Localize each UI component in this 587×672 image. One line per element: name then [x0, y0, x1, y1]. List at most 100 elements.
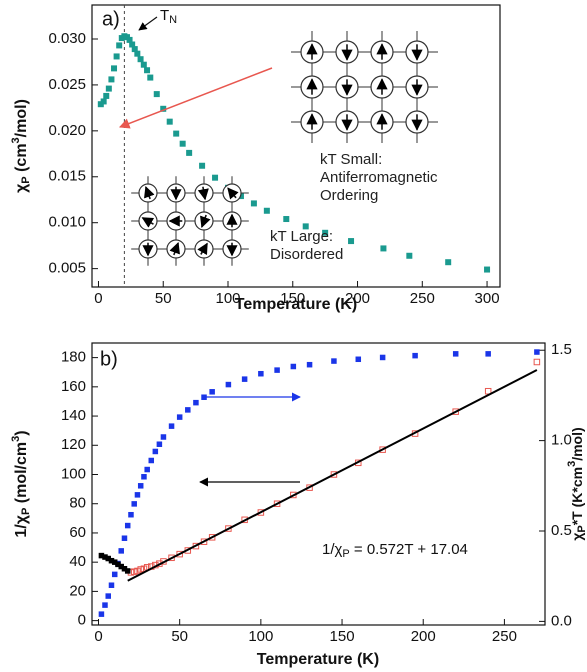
- x-tick-label: 0: [94, 290, 102, 307]
- point: [105, 555, 111, 562]
- label-sup: 3: [10, 137, 22, 143]
- point: [176, 550, 183, 558]
- point: [484, 266, 491, 273]
- y-tick-label: 0.005: [48, 260, 86, 277]
- point: [241, 376, 248, 382]
- point: [379, 446, 386, 453]
- tn-sub: N: [169, 14, 177, 26]
- y2-axis-label: χP*T (K*cm3/mol): [566, 427, 587, 540]
- label-part: (cm: [13, 143, 30, 176]
- spin-diagrams: [131, 31, 438, 266]
- point: [302, 223, 309, 230]
- point: [140, 61, 147, 68]
- point: [250, 200, 257, 207]
- label-part: *T (K*cm: [569, 467, 585, 525]
- spin: [227, 187, 239, 200]
- point: [116, 42, 123, 49]
- plot-frame: [91, 342, 546, 626]
- point: [208, 534, 216, 541]
- spin: [144, 186, 155, 200]
- x-tick-label: 50: [171, 628, 188, 645]
- point: [274, 367, 280, 373]
- spin: [197, 242, 208, 256]
- label-sub: P: [20, 176, 32, 183]
- note: Ordering: [320, 187, 378, 204]
- y-tick-label: 20: [69, 582, 86, 599]
- point: [98, 611, 105, 617]
- point: [186, 149, 193, 156]
- point: [137, 56, 144, 63]
- point: [102, 554, 108, 560]
- plot-frame: [91, 4, 501, 288]
- point: [200, 538, 208, 545]
- x-axis-label: Temperature (K): [257, 651, 379, 668]
- label-part: 1/χ: [13, 514, 30, 537]
- point: [355, 356, 362, 363]
- y-tick-label: 0: [78, 612, 86, 629]
- point: [105, 85, 112, 92]
- x-axis-label: Temperature (K): [235, 296, 357, 313]
- y-tick-label: 40: [69, 553, 86, 570]
- point: [179, 140, 186, 147]
- point: [201, 394, 207, 400]
- label-part: χ: [569, 533, 585, 541]
- spin: [141, 217, 155, 228]
- point: [124, 522, 131, 529]
- label-part: (mol/cm: [13, 442, 30, 508]
- x-tick-label: 100: [248, 628, 273, 645]
- point: [103, 92, 110, 99]
- y-tick-label: 140: [61, 407, 86, 424]
- point: [105, 593, 111, 599]
- point: [118, 563, 124, 570]
- label-part: /mol): [569, 427, 585, 460]
- chart: 0 50 100 150 200 250 0 20 40 60 80 100 120 140 160 180 0…: [61, 341, 572, 645]
- point: [134, 50, 141, 57]
- point: [445, 259, 452, 266]
- y2-tick-label: 0.5: [551, 522, 572, 539]
- point: [168, 423, 175, 429]
- y-tick-label: 180: [61, 349, 86, 366]
- point: [484, 387, 492, 395]
- point: [147, 74, 154, 81]
- point: [131, 46, 138, 53]
- x-tick-label: 100: [215, 290, 240, 307]
- plots: 0 50 100 150 200 250 3000.0050.0100.0150.0200.…: [48, 4, 572, 645]
- point: [173, 130, 180, 137]
- point: [322, 229, 329, 236]
- label-sub: P: [576, 525, 587, 532]
- point: [306, 361, 313, 368]
- point: [111, 571, 118, 578]
- y-tick-label: 120: [61, 436, 86, 453]
- point: [209, 389, 215, 395]
- point: [412, 352, 418, 359]
- point: [108, 557, 115, 564]
- point: [98, 552, 105, 559]
- x-tick-label: 250: [410, 290, 435, 307]
- point: [128, 511, 134, 518]
- label-sup: 3: [10, 436, 22, 442]
- x-tick-label: 250: [492, 628, 517, 645]
- y-tick-label: 80: [69, 495, 86, 512]
- point: [406, 252, 413, 259]
- note: Antiferromagnetic: [320, 169, 438, 186]
- point: [331, 358, 337, 364]
- point: [108, 76, 115, 83]
- y-tick-label: 0.015: [48, 168, 86, 185]
- point: [212, 174, 219, 181]
- eq-sub: P: [342, 548, 349, 560]
- point: [166, 118, 173, 125]
- point: [137, 483, 144, 489]
- y2-tick-label: 1.5: [551, 341, 572, 358]
- point: [118, 548, 124, 554]
- tn-main: T: [160, 7, 169, 24]
- x-tick-label: 50: [155, 290, 172, 307]
- label-part: /mol): [13, 99, 30, 137]
- x-tick-label: 300: [475, 290, 500, 307]
- chart: 0 50 100 150 200 250 300 0.005 0.010 0.015 0.020 0.…: [48, 4, 501, 307]
- note: kT Large:: [270, 228, 333, 245]
- point: [111, 65, 118, 72]
- point: [134, 492, 141, 498]
- y-axis-label: 1/χP (mol/cm3): [10, 430, 32, 537]
- point: [283, 216, 290, 223]
- eq-part: 1/χ: [322, 541, 343, 558]
